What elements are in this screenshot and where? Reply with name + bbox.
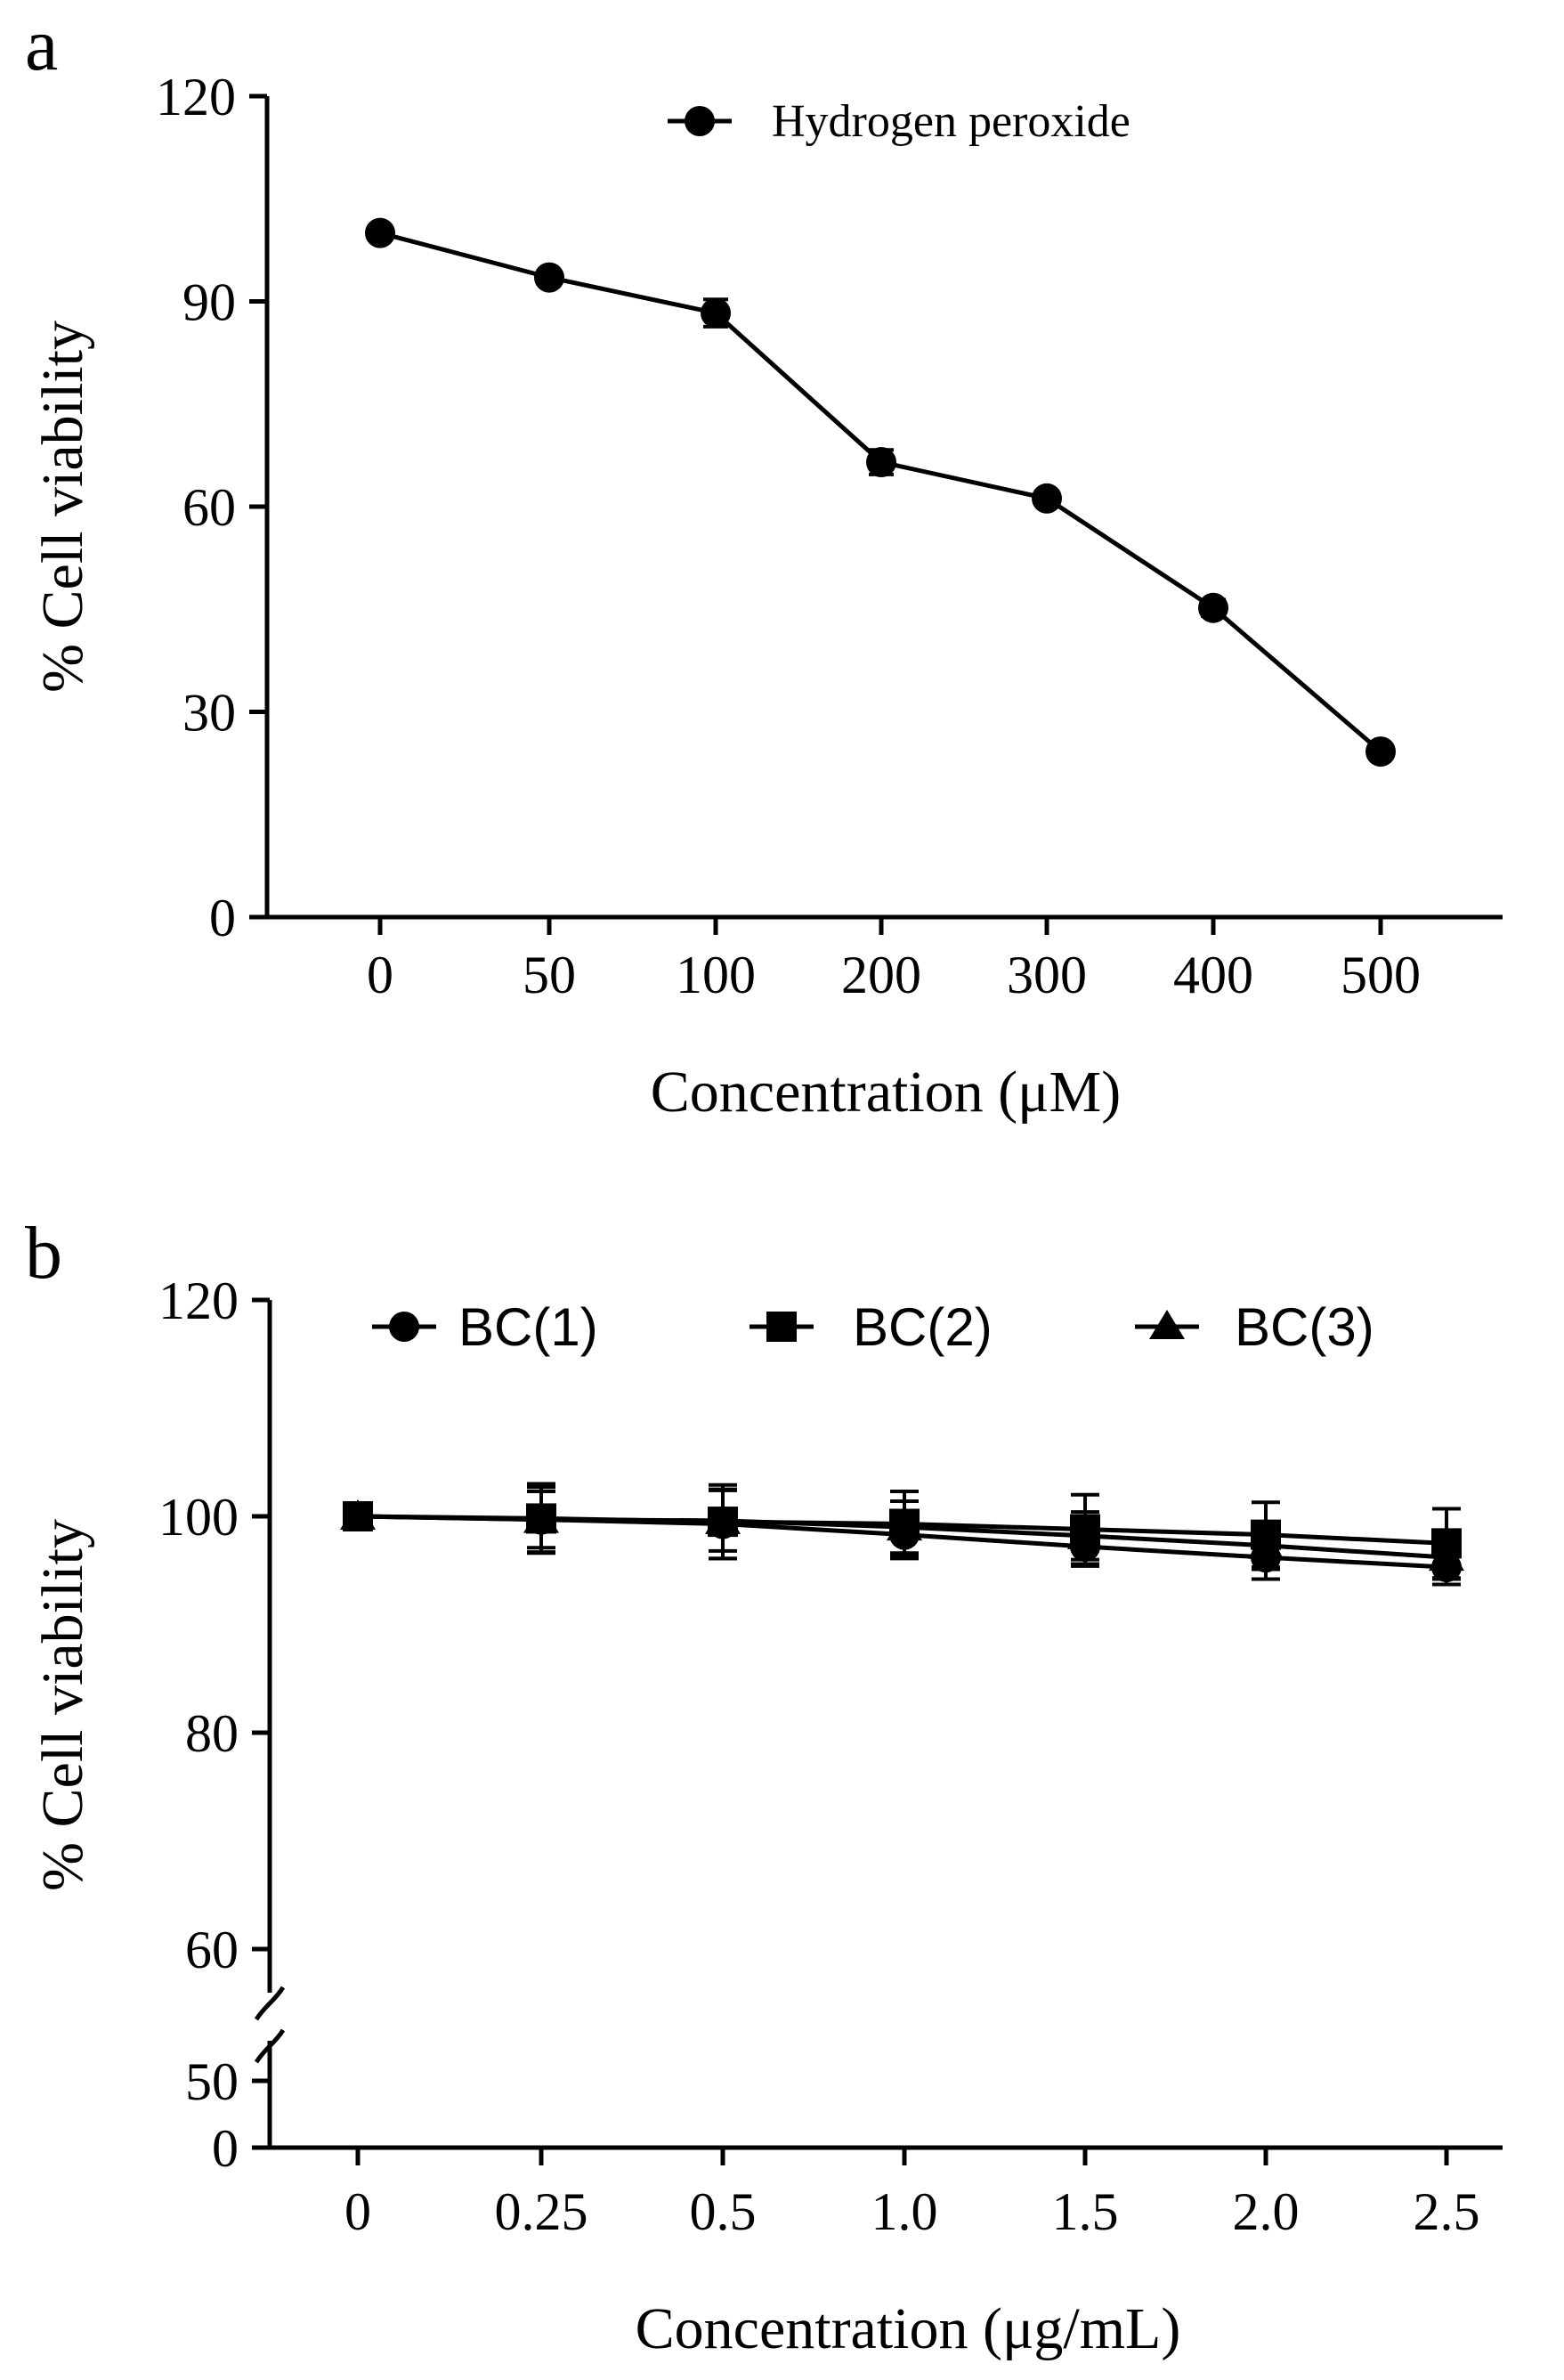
panel-a-x-tick-label: 500 [1341,946,1421,1004]
panel-a-y-tick-label: 30 [182,684,236,743]
panel-b-plot-area [340,1482,1464,1587]
panel-a-legend: Hydrogen peroxide [668,96,1130,147]
panel-b-x-tick-label: 2.0 [1233,2182,1300,2241]
panel-a-axes [264,96,1503,920]
panel-b-data-point-bc3 [1429,1540,1464,1572]
panel-a-x-tick-label: 400 [1173,946,1253,1004]
panel-b-data-point-bc3 [1248,1528,1284,1559]
panel-b-y-tick-label: 100 [158,1488,239,1547]
panel-b-letter: b [25,1212,62,1295]
panel-b-legend-label-bc2: BC(2) [853,1297,993,1357]
panel-b-data-point-bc3 [340,1499,376,1530]
panel-a-x-tick-label: 300 [1007,946,1087,1004]
panel-b-y-tick-label: 0 [212,2119,239,2178]
panel-b-legend-circle-marker [389,1312,419,1342]
panel-b-x-tick-label: 1.5 [1052,2182,1119,2241]
panel-b-x-tick-label: 1.0 [871,2182,938,2241]
panel-b-legend-triangle-marker [1149,1310,1185,1339]
panel-a-y-tick-label: 0 [209,889,236,947]
panel-a-chart: a 0 30 60 90 120 0 50 100 200 300 400 500 % Cell v… [25,4,1503,1125]
panel-a-x-tick-label: 50 [523,946,576,1004]
panel-a-x-ticks: 0 50 100 200 300 400 500 [367,917,1421,1004]
panel-a-data-point [1032,483,1062,514]
panel-b-data-point-bc3 [523,1502,559,1533]
panel-a-data-point [365,217,395,248]
panel-b-legend: BC(1) BC(2) BC(3) [372,1297,1374,1357]
panel-b-x-tick-label: 0.5 [690,2182,757,2241]
panel-a-legend-label: Hydrogen peroxide [772,96,1130,147]
panel-a-legend-circle-marker [685,106,715,136]
panel-a-series-line [379,231,1382,753]
panel-a-y-tick-label: 60 [182,478,236,537]
panel-b-data-point-bc3 [887,1510,922,1541]
panel-b-x-tick-label: 0 [344,2182,371,2241]
panel-a-letter: a [25,4,58,86]
panel-b-axis-break-mark-lower [254,2028,286,2064]
panel-a-data-point [701,297,731,329]
panel-b-y-tick-label: 120 [158,1271,239,1330]
panel-b-data-point-bc3 [1067,1518,1103,1549]
panel-a-data-point [534,262,564,293]
panel-a-x-tick-label: 200 [841,946,921,1004]
panel-b-x-tick-label: 0.25 [495,2182,588,2241]
panel-b-legend-square-marker [766,1312,797,1342]
panel-b-legend-label-bc1: BC(1) [458,1297,598,1357]
panel-a-data-point [866,447,896,478]
panel-b-x-tick-label: 2.5 [1414,2182,1480,2241]
panel-b-y-tick-label: 60 [185,1921,239,1979]
panel-b-y-ticks: 0 50 60 80 100 120 [158,1271,270,2178]
panel-a-x-tick-label: 100 [676,946,756,1004]
panel-a-y-axis-label: % Cell viability [30,321,95,693]
panel-a-y-tick-label: 120 [156,68,236,126]
panel-b-x-ticks: 0 0.25 0.5 1.0 1.5 2.0 2.5 [344,2148,1480,2241]
panel-a-x-tick-label: 0 [367,946,393,1004]
panel-b-x-axis-label: Concentration (μg/mL) [636,2296,1181,2361]
panel-a-data-point [1365,736,1396,768]
panel-a-x-axis-label: Concentration (μM) [651,1060,1121,1125]
panel-b-y-tick-label: 50 [185,2052,239,2111]
panel-a-plot-area [365,217,1396,768]
panel-b-data-point-bc3 [705,1503,741,1534]
panel-b-legend-label-bc3: BC(3) [1235,1297,1374,1357]
panel-b-axis-break-mark-upper [254,1986,286,2021]
panel-b-y-axis-label: % Cell viability [30,1519,95,1891]
panel-a-y-tick-label: 90 [182,273,236,332]
panel-a-data-point [1198,592,1228,623]
panel-b-y-tick-label: 80 [185,1704,239,1763]
panel-b-axes [254,1300,1503,2150]
panel-b-chart: b 0 50 60 80 100 120 0 0.25 0.5 1.0 1.5 2.0 2.5 % C… [25,1212,1503,2361]
panel-a-y-ticks: 0 30 60 90 120 [156,68,267,947]
